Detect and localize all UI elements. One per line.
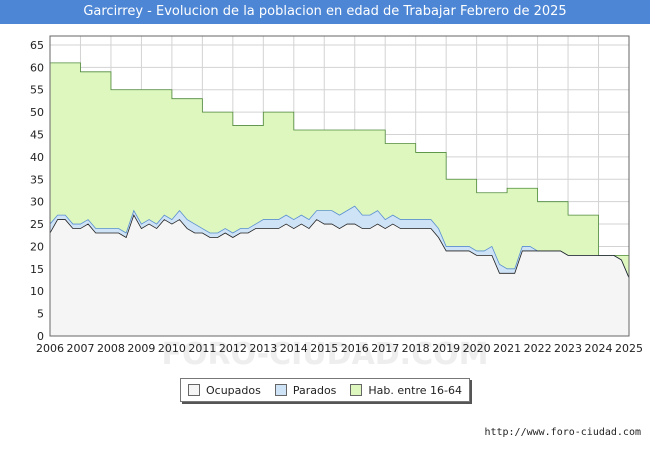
x-tick-label: 2014	[280, 342, 308, 355]
legend-swatch-ocupados	[187, 384, 200, 396]
y-tick-label: 55	[30, 84, 44, 97]
x-tick-label: 2023	[554, 342, 582, 355]
x-tick-label: 2006	[36, 342, 64, 355]
chart: FORO-CIUDAD.COM 051015202530354045505560…	[0, 24, 650, 379]
legend-swatch-parados	[274, 384, 287, 396]
watermark: FORO-CIUDAD.COM	[162, 337, 489, 372]
series-lines	[49, 62, 630, 278]
x-tick-label: 2012	[219, 342, 247, 355]
plot-frame	[49, 35, 630, 337]
y-tick-label: 45	[30, 129, 44, 142]
x-tick-label: 2016	[341, 342, 369, 355]
legend-label-parados: Parados	[292, 383, 337, 397]
source-url: http://www.foro-ciudad.com	[484, 427, 641, 438]
y-tick-label: 10	[30, 285, 44, 298]
x-tick-label: 2015	[310, 342, 338, 355]
y-tick-label: 65	[30, 39, 44, 52]
y-tick-label: 20	[30, 240, 44, 253]
legend-item-hab: Hab. entre 16-64	[350, 384, 462, 397]
series-areas	[50, 62, 629, 337]
x-tick-label: 2013	[249, 342, 277, 355]
y-tick-label: 15	[30, 263, 44, 276]
y-tick-label: 50	[30, 106, 44, 119]
y-tick-label: 25	[30, 218, 44, 231]
x-tick-label: 2022	[524, 342, 552, 355]
chart-title: Garcirrey - Evolucion de la poblacion en…	[0, 0, 650, 24]
legend-item-parados: Parados	[274, 383, 337, 397]
ocupados-line	[49, 214, 630, 278]
x-tick-label: 2021	[493, 342, 521, 355]
legend: Ocupados Parados Hab. entre 16-64	[180, 378, 470, 402]
x-tick-label: 2007	[66, 342, 94, 355]
parados-area	[50, 206, 629, 278]
x-tick-label: 2009	[127, 342, 155, 355]
y-tick-label: 5	[37, 308, 44, 321]
x-tick-label: 2017	[371, 342, 399, 355]
x-tick-label: 2025	[615, 342, 643, 355]
hab-line	[50, 62, 629, 256]
y-tick-label: 60	[30, 61, 44, 74]
x-tick-label: 2024	[585, 342, 613, 355]
y-tick-label: 30	[30, 196, 44, 209]
x-tick-label: 2008	[97, 342, 125, 355]
y-tick-label: 35	[30, 173, 44, 186]
y-tick-label: 0	[37, 330, 44, 343]
x-axis: 2006 2007 2008 2009 2010 2011 2012 2013 2014 2015…	[36, 342, 643, 355]
x-tick-label: 2019	[432, 342, 460, 355]
x-tick-label: 2010	[158, 342, 186, 355]
x-tick-label: 2020	[463, 342, 491, 355]
ocupados-area	[50, 215, 629, 336]
legend-swatch-hab	[350, 384, 363, 396]
y-tick-label: 40	[30, 151, 44, 164]
legend-label-hab: Hab. entre 16-64	[368, 383, 462, 397]
legend-label-ocupados: Ocupados	[205, 383, 261, 397]
parados-line	[49, 205, 630, 278]
x-tick-label: 2018	[402, 342, 430, 355]
y-axis: 0 5 10 15 20 25 30 35 40 45 50 55 60 65	[30, 39, 44, 343]
legend-item-ocupados: Ocupados	[187, 383, 261, 397]
x-tick-label: 2011	[188, 342, 216, 355]
